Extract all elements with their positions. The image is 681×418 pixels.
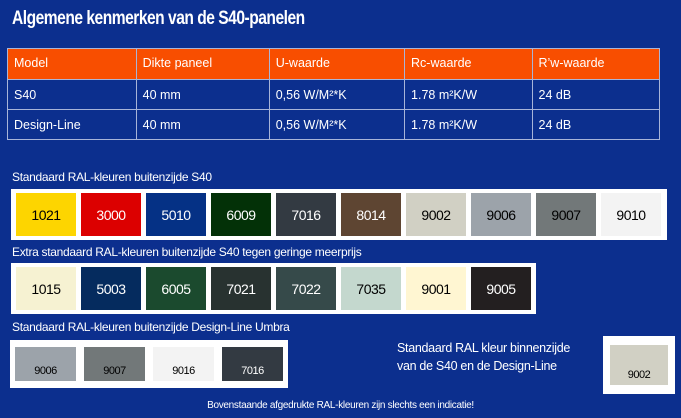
color-swatch: 9002: [406, 193, 466, 236]
cell: 24 dB: [531, 109, 660, 140]
table-row: Design-Line 40 mm 0,56 W/M²*K 1.78 m²K/W…: [7, 109, 660, 140]
swatch-code: 9006: [486, 206, 516, 223]
section-title-extra: Extra standaard RAL-kleuren buitenzijde …: [12, 245, 362, 259]
cell: 0,56 W/M²*K: [268, 109, 406, 140]
color-swatch: 6009: [211, 193, 271, 236]
color-swatch: 1015: [16, 267, 76, 310]
swatch-code: 7016: [241, 365, 264, 377]
color-swatch: 7021: [211, 267, 271, 310]
color-swatch: 1021: [16, 193, 76, 236]
color-swatch: 9006: [15, 347, 76, 381]
swatch-code: 1021: [31, 206, 61, 223]
color-swatch: 6005: [146, 267, 206, 310]
swatch-code: 8014: [356, 206, 386, 223]
swatch-code: 7021: [226, 280, 256, 297]
color-swatch: 3000: [81, 193, 141, 236]
swatch-code: 9010: [616, 206, 646, 223]
table-row: S40 40 mm 0,56 W/M²*K 1.78 m²K/W 24 dB: [7, 79, 660, 110]
cell: Design-Line: [7, 109, 137, 140]
swatch-code: 7022: [291, 280, 321, 297]
header-cell: Model: [7, 48, 137, 80]
cell: 1.78 m²K/W: [404, 79, 533, 110]
cell: 24 dB: [531, 79, 660, 110]
color-swatch: 7035: [341, 267, 401, 310]
swatch-code: 7016: [291, 206, 321, 223]
color-swatch: 8014: [341, 193, 401, 236]
swatch-code: 9007: [103, 365, 126, 377]
section-title-standard: Standaard RAL-kleuren buitenzijde S40: [12, 170, 212, 184]
swatch-group-designline: 9006 9007 9016 7016: [10, 340, 288, 388]
swatch-code: 6009: [226, 206, 256, 223]
color-swatch: 9002: [610, 345, 668, 385]
color-swatch: 5010: [146, 193, 206, 236]
color-swatch: 5003: [81, 267, 141, 310]
cell: 40 mm: [135, 109, 270, 140]
inside-label-line: Standaard RAL kleur binnenzijde: [397, 341, 570, 355]
swatch-code: 6005: [161, 280, 191, 297]
footer-note: Bovenstaande afgedrukte RAL-kleuren zijn…: [207, 400, 474, 411]
swatch-code: 5010: [161, 206, 191, 223]
color-swatch: 9006: [471, 193, 531, 236]
cell: S40: [7, 79, 137, 110]
swatch-code: 1015: [31, 280, 61, 297]
swatch-code: 9001: [421, 280, 451, 297]
color-swatch: 9005: [471, 267, 531, 310]
swatch-group-standard: 1021 3000 5010 6009 7016 8014 9002 9006 9007 9010: [11, 189, 667, 240]
color-swatch: 7022: [276, 267, 336, 310]
swatch-group-inside: 9002: [603, 336, 675, 394]
color-swatch: 9001: [406, 267, 466, 310]
color-swatch: 9007: [536, 193, 596, 236]
swatch-code: 5003: [96, 280, 126, 297]
swatch-code: 9007: [551, 206, 581, 223]
header-cell: R’w-waarde: [531, 48, 660, 80]
cell: 1.78 m²K/W: [404, 109, 533, 140]
color-swatch: 9007: [84, 347, 145, 381]
cell: 0,56 W/M²*K: [268, 79, 406, 110]
color-swatch: 9010: [601, 193, 661, 236]
swatch-code: 9006: [34, 365, 57, 377]
color-swatch: 9016: [153, 347, 214, 381]
cell: 40 mm: [135, 79, 270, 110]
header-cell: Dikte paneel: [135, 48, 270, 80]
header-cell: Rc-waarde: [404, 48, 533, 80]
color-swatch: 7016: [276, 193, 336, 236]
swatch-code: 9002: [421, 206, 451, 223]
header-cell: U-waarde: [268, 48, 406, 80]
section-title-designline: Standaard RAL-kleuren buitenzijde Design…: [12, 320, 290, 334]
swatch-code: 9016: [172, 365, 195, 377]
page-title: Algemene kenmerken van de S40-panelen: [12, 8, 305, 29]
swatch-code: 9005: [486, 280, 516, 297]
inside-label-line: van de S40 en de Design-Line: [397, 359, 557, 373]
swatch-code: 9002: [627, 369, 651, 381]
table-header-row: Model Dikte paneel U-waarde Rc-waarde R’…: [7, 48, 660, 80]
color-swatch: 7016: [222, 347, 283, 381]
swatch-code: 7035: [356, 280, 386, 297]
specs-table: Model Dikte paneel U-waarde Rc-waarde R’…: [7, 48, 660, 140]
swatch-code: 3000: [96, 206, 126, 223]
inside-color-label: Standaard RAL kleur binnenzijde van de S…: [397, 339, 570, 375]
swatch-group-extra: 1015 5003 6005 7021 7022 7035 9001 9005: [11, 263, 536, 314]
